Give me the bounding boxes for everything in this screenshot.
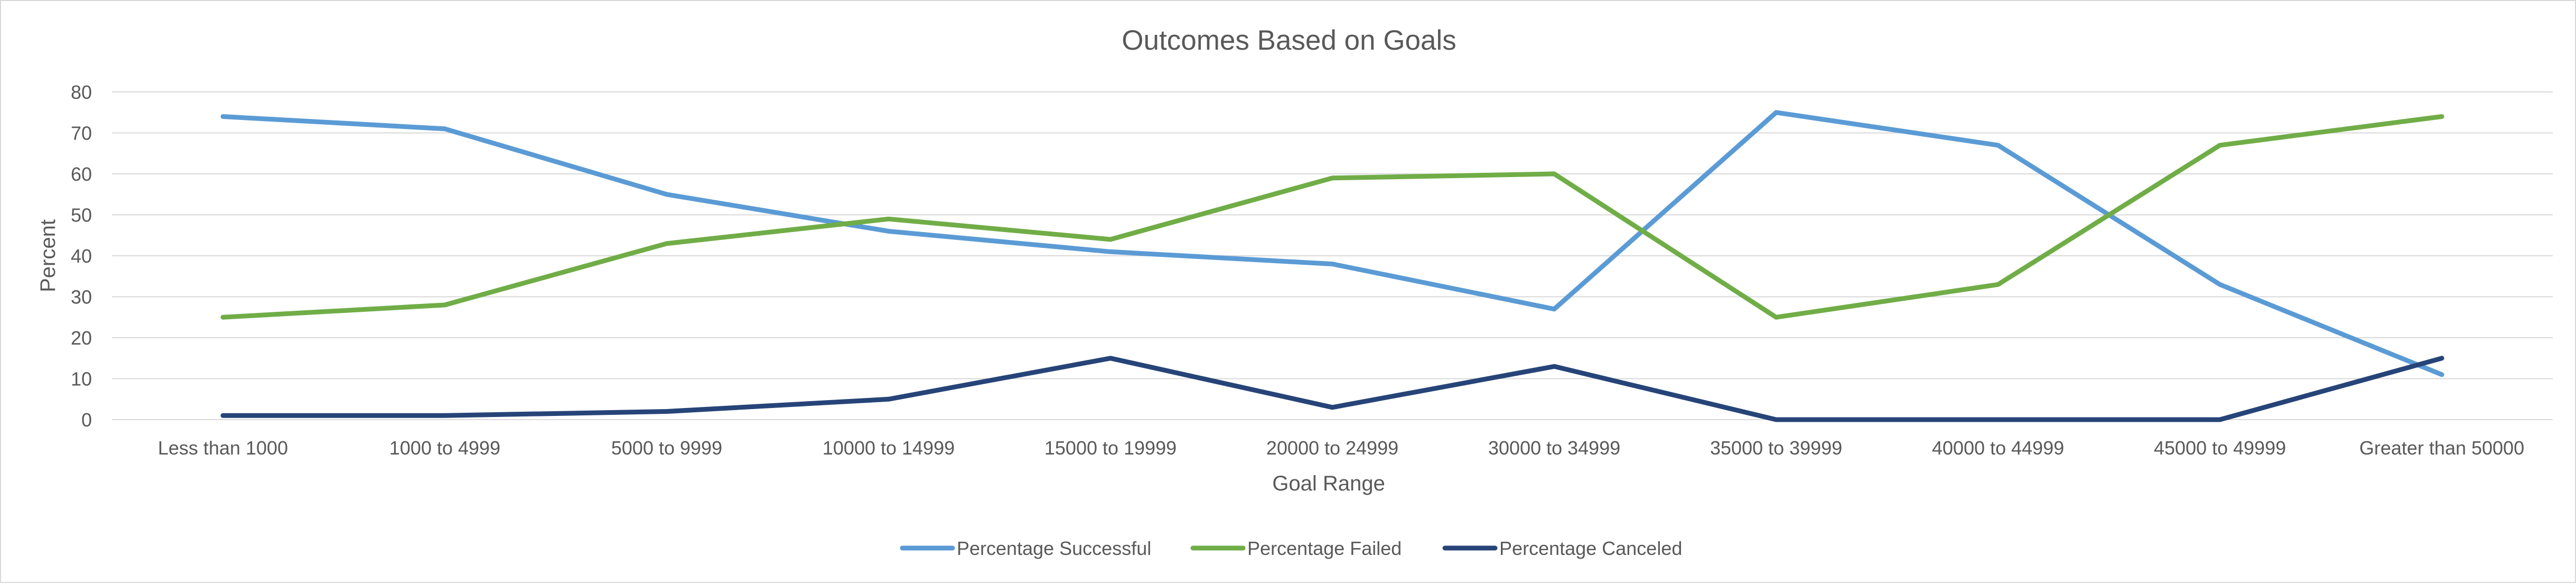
y-axis-title: Percent	[36, 219, 60, 292]
x-tick-label: Less than 1000	[158, 437, 288, 459]
legend-item: Percentage Successful	[900, 537, 1151, 559]
x-tick-label: 15000 to 19999	[1044, 437, 1177, 459]
x-axis-ticks: Less than 1000 1000 to 4999 5000 to 9999 10…	[158, 437, 2524, 459]
y-axis-ticks: 0 10 20 30 40 50 60 70 80	[71, 81, 92, 431]
x-tick-label: 1000 to 4999	[389, 437, 500, 459]
x-tick-label: 30000 to 34999	[1488, 437, 1620, 459]
gridlines	[112, 91, 2553, 420]
y-tick-label: 60	[71, 163, 92, 185]
y-tick-label: 80	[71, 81, 92, 103]
legend-label: Percentage Failed	[1247, 537, 1402, 559]
x-tick-label: 5000 to 9999	[611, 437, 722, 459]
y-tick-label: 50	[71, 205, 92, 226]
series-line-percentage-canceled	[220, 356, 2444, 422]
y-tick-label: 40	[71, 245, 92, 267]
y-tick-label: 30	[71, 286, 92, 308]
y-tick-label: 0	[81, 409, 92, 431]
x-tick-label: 45000 to 49999	[2154, 437, 2286, 459]
legend-item: Percentage Failed	[1190, 537, 1402, 559]
chart-title: Outcomes Based on Goals	[1122, 25, 1456, 56]
x-tick-label: 35000 to 39999	[1710, 437, 1842, 459]
x-axis-title: Goal Range	[1272, 472, 1385, 495]
series-line-percentage-successful	[220, 110, 2444, 377]
legend: Percentage Successful Percentage Failed Pe…	[900, 537, 1682, 559]
y-tick-label: 10	[71, 368, 92, 390]
x-tick-label: 10000 to 14999	[823, 437, 955, 459]
y-tick-label: 20	[71, 327, 92, 349]
series-line-percentage-failed	[220, 114, 2444, 320]
series-lines	[220, 110, 2444, 422]
x-tick-label: 20000 to 24999	[1266, 437, 1398, 459]
x-tick-label: Greater than 50000	[2359, 437, 2524, 459]
y-tick-label: 70	[71, 123, 92, 144]
x-tick-label: 40000 to 44999	[1932, 437, 2064, 459]
legend-label: Percentage Successful	[957, 537, 1151, 559]
legend-label: Percentage Canceled	[1499, 537, 1682, 559]
legend-item: Percentage Canceled	[1442, 537, 1682, 559]
